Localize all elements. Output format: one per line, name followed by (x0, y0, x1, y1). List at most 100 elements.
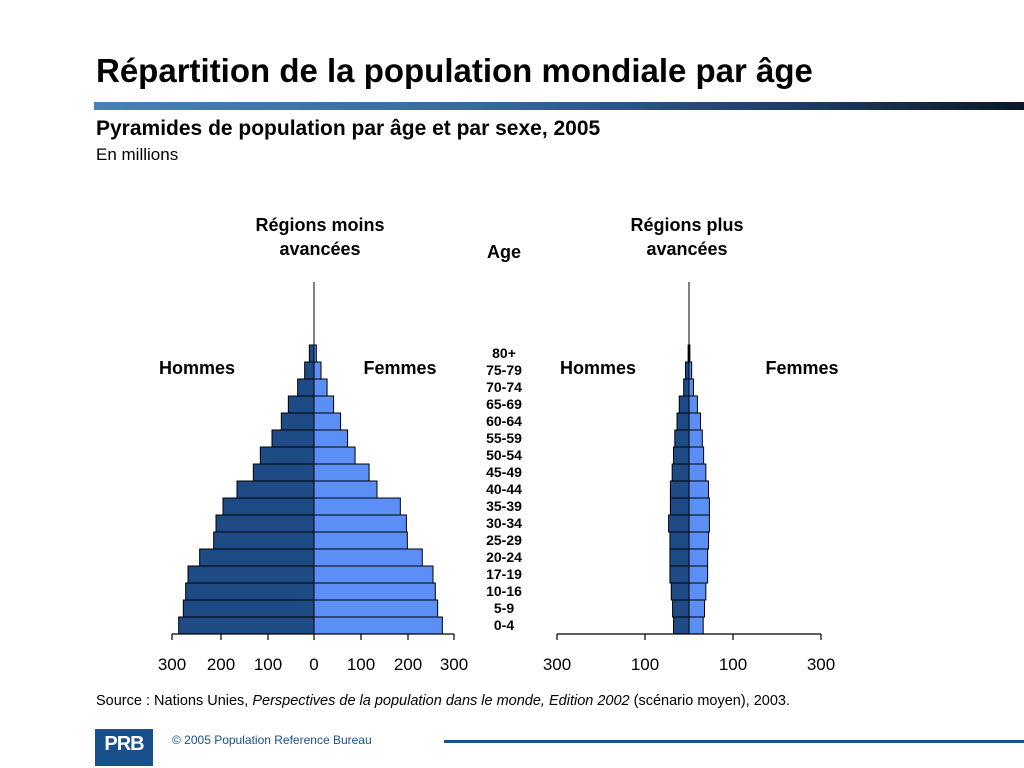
x-tick-label: 100 (631, 655, 659, 674)
unit-label: En millions (96, 145, 179, 164)
age-label-50-54: 50-54 (486, 447, 522, 463)
age-label-40-44: 40-44 (486, 481, 522, 497)
source-suffix: (scénario moyen), 2003. (629, 693, 791, 709)
bar-women-0-4 (688, 616, 704, 635)
bar-women-25-29 (313, 531, 408, 550)
bar-men-5-9 (182, 599, 315, 618)
bar-women-60-64 (313, 412, 342, 431)
bar-women-45-49 (688, 463, 707, 482)
bar-men-20-24 (669, 548, 690, 567)
bar-women-55-59 (313, 429, 349, 448)
bar-men-35-39 (222, 497, 315, 516)
bar-men-55-59 (271, 429, 315, 448)
bar-men-0-4 (178, 616, 315, 635)
bar-men-5-9 (672, 599, 690, 618)
bar-women-75-79 (313, 361, 322, 380)
bar-men-65-69 (287, 395, 315, 414)
age-label-10-16: 10-16 (486, 583, 522, 599)
copyright-text: © 2005 Population Reference Bureau (172, 733, 372, 747)
title-divider (94, 102, 1024, 110)
bar-women-35-39 (313, 497, 401, 516)
age-label-17-19: 17-19 (486, 566, 522, 582)
bar-men-17-19 (669, 565, 690, 584)
age-label-70-74: 70-74 (486, 379, 522, 395)
age-label-5-9: 5-9 (494, 600, 514, 616)
label-hommes: Hommes (159, 358, 235, 378)
slide-title: Répartition de la population mondiale pa… (96, 52, 813, 89)
bar-men-60-64 (676, 412, 690, 431)
age-label-30-34: 30-34 (486, 515, 522, 531)
age-label-75-79: 75-79 (486, 362, 522, 378)
bar-men-75-79 (304, 361, 315, 380)
bar-women-10-16 (313, 582, 436, 601)
bar-men-75-79 (684, 361, 690, 380)
bar-men-50-54 (672, 446, 690, 465)
bar-men-80+ (308, 344, 315, 363)
x-tick-label: 300 (543, 655, 571, 674)
bar-women-20-24 (313, 548, 423, 567)
age-axis-title: Age (487, 242, 521, 262)
bar-women-80+ (313, 344, 317, 363)
bar-women-5-9 (688, 599, 706, 618)
bar-men-65-69 (678, 395, 690, 414)
source-prefix: Source : Nations Unies, (96, 693, 253, 709)
bar-women-17-19 (313, 565, 434, 584)
age-label-80+: 80+ (492, 345, 516, 361)
bar-women-10-16 (688, 582, 707, 601)
bar-women-50-54 (688, 446, 705, 465)
bar-men-60-64 (280, 412, 315, 431)
bar-men-20-24 (199, 548, 315, 567)
bar-women-50-54 (313, 446, 356, 465)
bar-women-65-69 (313, 395, 335, 414)
age-label-65-69: 65-69 (486, 396, 522, 412)
bar-women-40-44 (688, 480, 710, 499)
bar-men-10-16 (670, 582, 690, 601)
x-tick-label: 100 (347, 655, 375, 674)
bar-men-17-19 (187, 565, 315, 584)
bar-men-40-44 (236, 480, 315, 499)
bar-men-0-4 (672, 616, 690, 635)
bar-women-25-29 (688, 531, 710, 550)
bar-men-70-74 (297, 378, 315, 397)
bar-women-45-49 (313, 463, 370, 482)
age-label-35-39: 35-39 (486, 498, 522, 514)
bar-men-35-39 (669, 497, 690, 516)
bar-men-70-74 (683, 378, 690, 397)
x-tick-label: 100 (254, 655, 282, 674)
bar-women-30-34 (313, 514, 407, 533)
bar-women-17-19 (688, 565, 709, 584)
bar-men-25-29 (669, 531, 690, 550)
bar-women-80+ (688, 344, 691, 363)
x-tick-label: 200 (394, 655, 422, 674)
age-label-55-59: 55-59 (486, 430, 522, 446)
population-pyramids: 300 200 100 0 100 200 300 Régions moins avancées… (158, 215, 839, 674)
bar-women-70-74 (688, 378, 694, 397)
bar-women-65-69 (688, 395, 698, 414)
bar-women-40-44 (313, 480, 378, 499)
age-label-60-64: 60-64 (486, 413, 522, 429)
pyramid-title: Régions plus avancées (630, 215, 743, 259)
source-note: Source : Nations Unies, Perspectives de … (96, 693, 790, 709)
x-tick-label: 200 (207, 655, 235, 674)
x-tick-label: 300 (440, 655, 468, 674)
bar-men-40-44 (669, 480, 690, 499)
bar-women-30-34 (688, 514, 710, 533)
bar-men-25-29 (213, 531, 315, 550)
x-tick-label: 100 (719, 655, 747, 674)
bar-men-30-34 (668, 514, 690, 533)
label-femmes: Femmes (765, 358, 838, 378)
pyramid-title: Régions moins avancées (255, 215, 384, 259)
bar-women-60-64 (688, 412, 702, 431)
bar-men-50-54 (259, 446, 315, 465)
footer-divider (444, 740, 1024, 743)
age-label-0-4: 0-4 (494, 617, 514, 633)
prb-logo-text: PRB (104, 733, 144, 755)
bar-women-55-59 (688, 429, 703, 448)
label-femmes: Femmes (363, 358, 436, 378)
bar-women-35-39 (688, 497, 710, 516)
prb-logo: PRB (95, 729, 153, 766)
bar-women-70-74 (313, 378, 328, 397)
age-label-25-29: 25-29 (486, 532, 522, 548)
bar-women-75-79 (688, 361, 693, 380)
bar-men-55-59 (674, 429, 690, 448)
